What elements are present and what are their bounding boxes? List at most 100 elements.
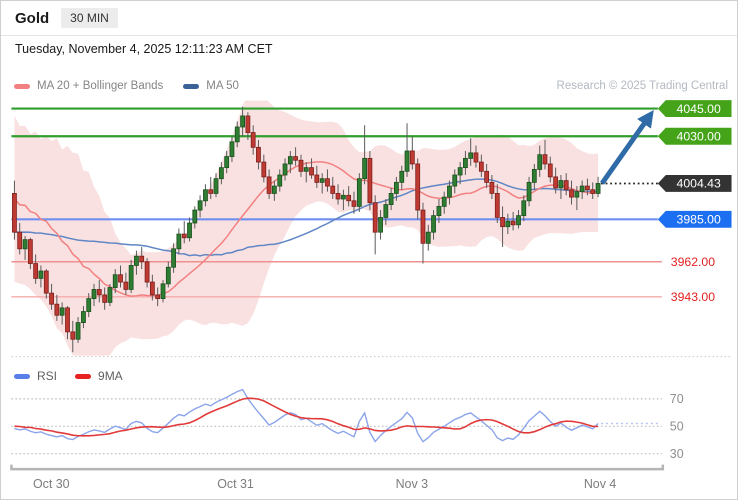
- candle-body: [277, 174, 283, 187]
- candle-body: [441, 196, 447, 207]
- candle-body: [473, 152, 479, 163]
- candle-body: [266, 176, 272, 194]
- candle-body: [256, 146, 261, 163]
- candle-body: [128, 265, 134, 290]
- candle-body: [224, 156, 230, 169]
- candle-body: [585, 185, 590, 191]
- timeframe-badge: 30 MIN: [61, 8, 118, 28]
- candle-body: [123, 281, 129, 290]
- candle-body: [54, 303, 60, 316]
- legend-item-9ma: 9MA: [75, 369, 123, 383]
- candle-body: [112, 274, 118, 288]
- time-axis-line: [10, 464, 665, 471]
- bollinger-band-area: [14, 100, 599, 356]
- candle-body: [478, 161, 484, 172]
- price-tag-label-4045.00: 4045.00: [677, 102, 721, 116]
- candle-body: [500, 217, 505, 228]
- candle-body: [43, 270, 49, 294]
- price-tag-label-3985.00: 3985.00: [677, 213, 721, 227]
- candle-body: [203, 189, 208, 202]
- main-chart-legend: MA 20 + Bollinger Bands MA 50 Research ©…: [14, 80, 728, 92]
- candle-body: [393, 181, 399, 194]
- rsi-scale-label-70: 70: [670, 392, 684, 406]
- candle-body: [17, 231, 23, 250]
- header: Gold 30 MIN: [1, 1, 737, 36]
- candle-body: [558, 180, 564, 189]
- candle-body: [553, 176, 559, 189]
- candle-body: [165, 266, 171, 285]
- candle-body: [542, 154, 548, 165]
- candle-body: [447, 185, 452, 198]
- candle-body: [102, 294, 108, 303]
- date-label-oct-30: Oct 30: [33, 477, 70, 491]
- price-tag-4030.00: [657, 127, 732, 145]
- candle-body: [531, 169, 537, 183]
- candle-body: [27, 239, 33, 264]
- candle-body: [409, 150, 415, 165]
- candle-body: [187, 222, 192, 239]
- candle-body: [325, 178, 330, 187]
- candle-body: [139, 255, 145, 263]
- candle-body: [155, 294, 161, 300]
- candle-body: [303, 167, 309, 172]
- candle-body: [516, 215, 521, 226]
- date-label-nov-3: Nov 3: [396, 477, 429, 491]
- legend-item-ma50: MA 50: [183, 80, 239, 92]
- candle-body: [431, 215, 436, 233]
- candle-body: [96, 289, 102, 296]
- candle-body: [261, 161, 267, 178]
- candle-body: [399, 170, 405, 183]
- candle-body: [12, 193, 17, 233]
- candle-body: [219, 167, 224, 180]
- legend-label-ma50: MA 50: [206, 80, 239, 92]
- date-label-oct-31: Oct 31: [217, 477, 254, 491]
- candle-body: [171, 248, 176, 268]
- price-tag-label-4030.00: 4030.00: [677, 130, 721, 144]
- candle-body: [75, 322, 81, 340]
- candle-body: [452, 174, 458, 187]
- candle-body: [234, 126, 240, 143]
- candle-body: [38, 270, 44, 279]
- legend-label-ma20-bollinger: MA 20 + Bollinger Bands: [37, 80, 164, 92]
- price-tag-4045.00: [657, 100, 732, 118]
- instrument-title: Gold: [15, 9, 50, 27]
- price-series-layer: [12, 106, 601, 353]
- candle-body: [468, 152, 474, 159]
- candle-body: [107, 287, 113, 303]
- candle-body: [351, 200, 357, 207]
- legend-label-rsi: RSI: [37, 369, 58, 383]
- rsi-scale-label-50: 50: [670, 420, 684, 434]
- candle-body: [149, 281, 155, 296]
- rsi-9ma-line: [14, 397, 599, 437]
- candle-body: [33, 263, 39, 279]
- legend-item-ma20-bollinger: MA 20 + Bollinger Bands: [14, 80, 163, 92]
- candle-body: [240, 115, 245, 128]
- ma50-swatch-icon: [183, 83, 200, 89]
- candle-body: [521, 200, 527, 217]
- candle-body: [250, 132, 256, 148]
- rsi-scale-label-30: 30: [670, 447, 684, 461]
- price-tag-label-4004.43: 4004.43: [677, 177, 721, 191]
- candle-body: [118, 274, 123, 283]
- candle-body: [510, 220, 516, 226]
- candle-body: [86, 298, 92, 312]
- candle-body: [463, 157, 468, 169]
- candle-body: [22, 239, 28, 250]
- candle-body: [314, 174, 320, 183]
- candle-body: [81, 311, 86, 324]
- candle-body: [356, 178, 362, 207]
- candle-body: [367, 157, 373, 204]
- candle-body: [378, 217, 383, 233]
- candle-body: [245, 115, 251, 133]
- candle-body: [282, 163, 288, 176]
- candle-body: [65, 307, 70, 333]
- candle-body: [181, 233, 187, 239]
- candle-body: [197, 200, 203, 211]
- price-level-label-3943.00: 3943.00: [671, 290, 715, 304]
- candle-body: [494, 193, 500, 218]
- candle-body: [505, 220, 511, 228]
- candle-body: [298, 159, 304, 172]
- candle-body: [489, 181, 495, 194]
